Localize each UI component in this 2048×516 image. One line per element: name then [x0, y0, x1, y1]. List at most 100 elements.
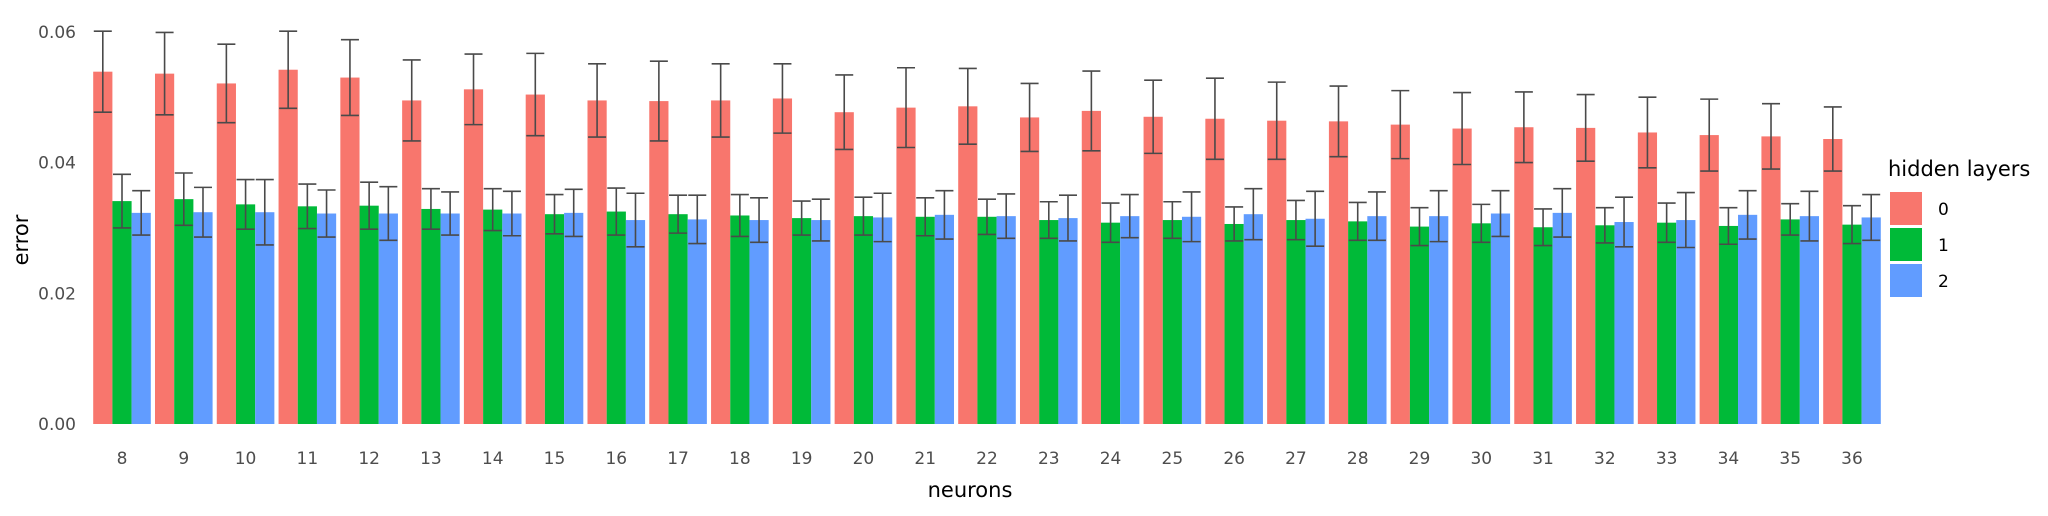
- errorbar-series-2-34: [1738, 189, 1757, 240]
- errorbar-series-1-32: [1595, 206, 1614, 244]
- errorbar-series-1-14: [483, 187, 502, 232]
- x-tick-label: 30: [1470, 449, 1492, 469]
- bar-series-1-33: [1657, 222, 1677, 424]
- errorbar-series-2-10: [255, 178, 274, 246]
- errorbar-series-0-15: [526, 52, 545, 137]
- bar-series-2-9: [193, 212, 213, 424]
- errorbar-series-1-15: [545, 193, 564, 235]
- errorbar-series-1-36: [1843, 204, 1861, 245]
- errorbar-series-2-20: [873, 192, 892, 243]
- errorbar-series-1-11: [298, 183, 317, 230]
- legend-label-0: 0: [1938, 200, 1949, 220]
- x-tick-label: 27: [1285, 449, 1307, 469]
- bar-series-1-24: [1100, 222, 1121, 424]
- bar-series-0-18: [711, 100, 731, 424]
- y-tick-label: 0.04: [38, 154, 76, 174]
- bar-series-2-32: [1614, 222, 1634, 424]
- x-axis-title: neurons: [928, 478, 1013, 502]
- errorbar-series-1-21: [916, 197, 935, 237]
- x-tick-label: 19: [791, 449, 813, 469]
- errorbar-series-2-27: [1306, 190, 1325, 248]
- errorbar-series-0-18: [711, 63, 730, 138]
- bar-series-1-13: [421, 208, 441, 424]
- errorbar-series-2-35: [1800, 190, 1819, 242]
- x-tick-label: 33: [1656, 449, 1678, 469]
- bar-series-0-8: [93, 71, 113, 425]
- bar-series-1-15: [544, 214, 565, 424]
- bar-series-0-24: [1081, 110, 1101, 425]
- x-tick-label: 32: [1594, 449, 1616, 469]
- errorbar-series-2-18: [750, 197, 769, 244]
- errorbar-series-1-16: [607, 187, 626, 236]
- bar-series-0-35: [1761, 136, 1781, 424]
- y-tick-label: 0.02: [38, 284, 76, 304]
- bar-series-2-14: [502, 213, 522, 424]
- errorbar-series-0-36: [1823, 106, 1842, 172]
- bar-series-2-10: [255, 212, 275, 424]
- errorbar-series-0-17: [649, 60, 668, 142]
- x-tick-label: 31: [1532, 449, 1554, 469]
- bar-series-0-17: [649, 101, 669, 424]
- bar-series-2-25: [1181, 216, 1202, 424]
- errorbar-series-0-27: [1267, 81, 1286, 161]
- errorbar-series-1-26: [1225, 206, 1244, 242]
- bar-series-1-22: [977, 216, 997, 424]
- errorbar-series-0-26: [1205, 77, 1224, 161]
- bar-series-0-20: [834, 112, 854, 424]
- errorbar-series-2-15: [564, 188, 583, 238]
- errorbar-series-2-14: [502, 190, 521, 237]
- x-tick-label: 28: [1347, 449, 1369, 469]
- errorbar-series-0-30: [1453, 91, 1472, 166]
- bar-series-0-32: [1576, 127, 1596, 424]
- bar-series-2-20: [873, 217, 893, 424]
- x-tick-label: 9: [178, 449, 189, 469]
- x-tick-label: 23: [1038, 449, 1060, 469]
- bar-series-1-26: [1224, 223, 1244, 424]
- bar-series-2-21: [934, 214, 955, 424]
- errorbar-series-0-9: [155, 31, 174, 116]
- bar-series-0-21: [896, 107, 916, 424]
- errorbar-series-2-32: [1615, 196, 1634, 248]
- errorbar-series-0-8: [93, 30, 112, 114]
- bar-series-1-28: [1348, 221, 1368, 424]
- x-tick-label: 26: [1223, 449, 1245, 469]
- error-bars: [93, 30, 1881, 249]
- bar-series-1-17: [668, 214, 688, 424]
- errorbar-series-1-31: [1534, 208, 1553, 247]
- errorbar-series-0-19: [773, 63, 792, 134]
- bar-series-2-28: [1367, 216, 1387, 424]
- errorbar-series-0-28: [1329, 85, 1348, 158]
- x-tick-label: 12: [358, 449, 380, 469]
- errorbar-series-0-22: [958, 67, 977, 146]
- bar-series-0-34: [1699, 135, 1719, 424]
- errorbar-series-1-10: [236, 178, 255, 231]
- errorbar-series-2-16: [626, 192, 645, 248]
- x-tick-label: 21: [914, 449, 936, 469]
- errorbar-series-1-20: [854, 196, 873, 236]
- bar-series-1-18: [730, 215, 750, 424]
- bar-series-0-11: [278, 69, 298, 424]
- x-tick-label: 16: [605, 449, 627, 469]
- bar-series-0-25: [1143, 116, 1163, 424]
- bar-series-0-10: [216, 83, 236, 424]
- bar-series-1-19: [792, 218, 812, 424]
- errorbar-series-2-25: [1182, 191, 1201, 243]
- bar-series-2-18: [749, 220, 769, 424]
- errorbar-series-1-35: [1781, 202, 1800, 236]
- errorbar-series-2-26: [1244, 187, 1263, 241]
- errorbar-series-1-8: [113, 173, 131, 229]
- bar-series-1-29: [1409, 226, 1430, 424]
- errorbar-series-1-28: [1348, 201, 1367, 242]
- errorbar-series-0-14: [464, 53, 483, 126]
- errorbar-series-0-34: [1700, 98, 1719, 172]
- bar-series-2-16: [625, 220, 646, 424]
- errorbar-series-0-32: [1576, 93, 1595, 163]
- x-tick-label: 20: [853, 449, 875, 469]
- errorbar-series-2-30: [1491, 189, 1510, 238]
- plot-area: [93, 69, 1881, 425]
- bar-series-0-28: [1328, 121, 1349, 425]
- bar-series-2-36: [1861, 217, 1881, 424]
- bar-series-1-32: [1595, 225, 1615, 424]
- errorbar-series-2-22: [997, 193, 1016, 240]
- errorbar-series-0-24: [1082, 70, 1101, 152]
